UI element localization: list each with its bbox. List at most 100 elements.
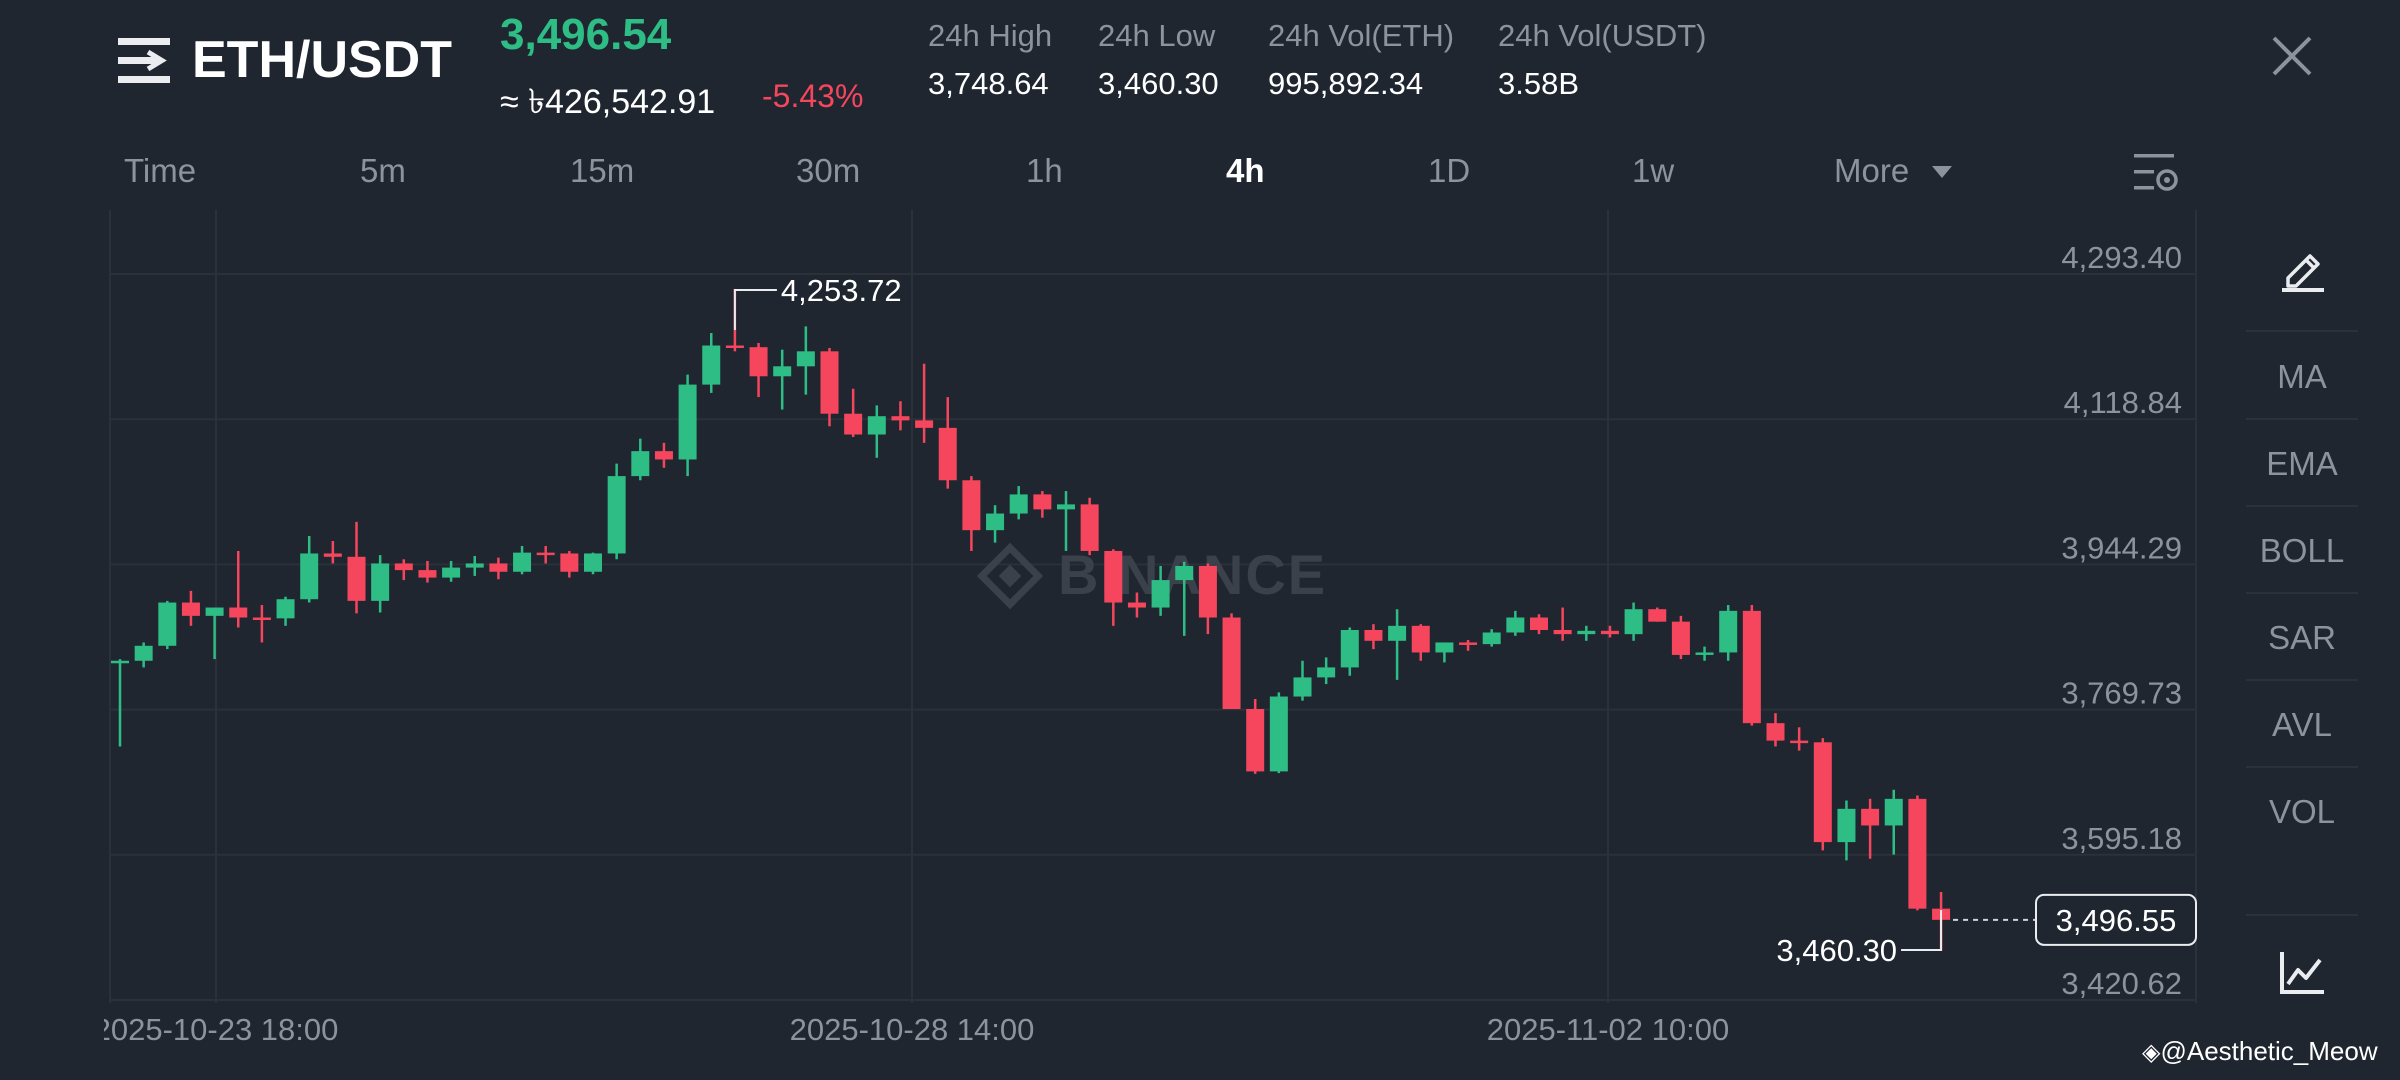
candle [1908,795,1927,911]
candle-body [323,553,342,557]
candle [1364,624,1383,650]
candle-body [1459,642,1478,645]
candle [1080,497,1099,556]
candle-body [1506,617,1525,633]
candle-body [1813,742,1832,843]
candle-body [1080,504,1099,551]
watermark-handle: ◈@Aesthetic_Meow [2142,1036,2378,1067]
y-tick-label: 4,293.40 [2061,240,2182,275]
tab-5m[interactable]: 5m [360,152,406,189]
candle [1506,610,1525,636]
candle [1459,639,1478,651]
candle-body [1884,798,1903,826]
candle [915,363,934,443]
candle [1766,713,1785,747]
candle [1884,789,1903,855]
candle [1317,657,1336,685]
y-tick-label: 4,118.84 [2064,385,2182,420]
candle [181,590,200,626]
caret-down-icon[interactable] [1932,166,1952,178]
candle [702,333,721,393]
tab-1w[interactable]: 1w [1632,152,1675,189]
pencil-icon[interactable] [2280,246,2326,292]
menu-icon[interactable] [118,38,170,84]
candle-body [418,570,437,578]
candle-body [631,451,650,477]
candle [1600,625,1619,638]
candle [1033,491,1052,518]
candle [394,559,413,581]
indicator-ema[interactable]: EMA [2266,445,2338,482]
y-tick-label: 3,420.62 [2061,966,2182,1001]
candle [678,374,697,477]
indicator-vol[interactable]: VOL [2268,793,2336,830]
candle [844,388,863,438]
candle-body [1222,617,1241,710]
candle-body [181,602,200,616]
candle [1411,624,1430,661]
candles [111,288,1951,951]
line-chart-icon[interactable] [2278,948,2326,996]
candle-body [962,480,981,531]
candle-body [584,553,602,572]
candle-body [1317,667,1336,678]
candle-body [536,552,555,556]
candle-body [1553,629,1572,635]
candle [986,505,1005,543]
candle [489,557,508,580]
candle-body [1057,504,1075,510]
candle-body [1624,609,1643,635]
candle-body [1837,808,1856,843]
candle [867,405,886,458]
candle [1151,565,1170,616]
close-icon[interactable] [2268,32,2316,80]
candle-body [560,553,579,572]
stat-24h-high-value: 3,748.64 [928,66,1049,101]
candle [347,521,366,614]
candle [631,438,650,481]
candle-body [1175,565,1194,581]
tab-15m[interactable]: 15m [570,152,635,189]
candle [1293,660,1312,701]
chart-settings-icon[interactable] [2134,152,2178,194]
candle-body [986,513,1005,531]
indicator-divider [2246,592,2358,594]
candle-body [300,553,319,600]
indicator-sar[interactable]: SAR [2268,619,2336,656]
tab-time[interactable]: Time [124,152,197,189]
candle-body [1151,580,1170,608]
stat-24h-low-value: 3,460.30 [1098,66,1219,101]
tab-30m[interactable]: 30m [796,152,861,189]
candle-body [820,351,839,414]
candle [1742,605,1761,726]
candle [1246,699,1265,774]
tab-1h[interactable]: 1h [1026,152,1063,189]
indicator-divider [2246,505,2358,507]
candle [371,555,390,613]
candle-body [867,416,886,435]
x-tick-label: 2025-10-23 18:00 [94,1012,339,1047]
candle-body [347,556,366,601]
tab-more[interactable]: More [1834,152,1910,189]
tab-4h[interactable]: 4h [1226,152,1265,189]
indicator-avl[interactable]: AVL [2272,706,2332,743]
binance-logo-icon: ◈ [2142,1039,2161,1066]
tab-1d[interactable]: 1D [1428,152,1471,189]
candle-body [1671,621,1690,655]
candle-body [678,384,697,460]
watermark-handle-text: @Aesthetic_Meow [2160,1036,2378,1066]
candle-body [844,413,863,435]
candle [1577,625,1596,641]
candle-body [513,552,532,572]
binance-watermark: BINANCE [976,542,1325,610]
candle-body [371,563,390,601]
candle [1530,614,1548,635]
price-chart[interactable]: BINANCE 4,293.40 4,118.84 3,944.29 3,769.73… [0,200,2200,1080]
indicator-boll[interactable]: BOLL [2259,532,2345,569]
axis-mask [0,1005,104,1065]
candle-body [915,420,934,428]
candle-body [1577,630,1596,635]
candle [749,343,768,398]
pair-title[interactable]: ETH/USDT [192,31,452,89]
indicator-ma[interactable]: MA [2277,358,2327,395]
